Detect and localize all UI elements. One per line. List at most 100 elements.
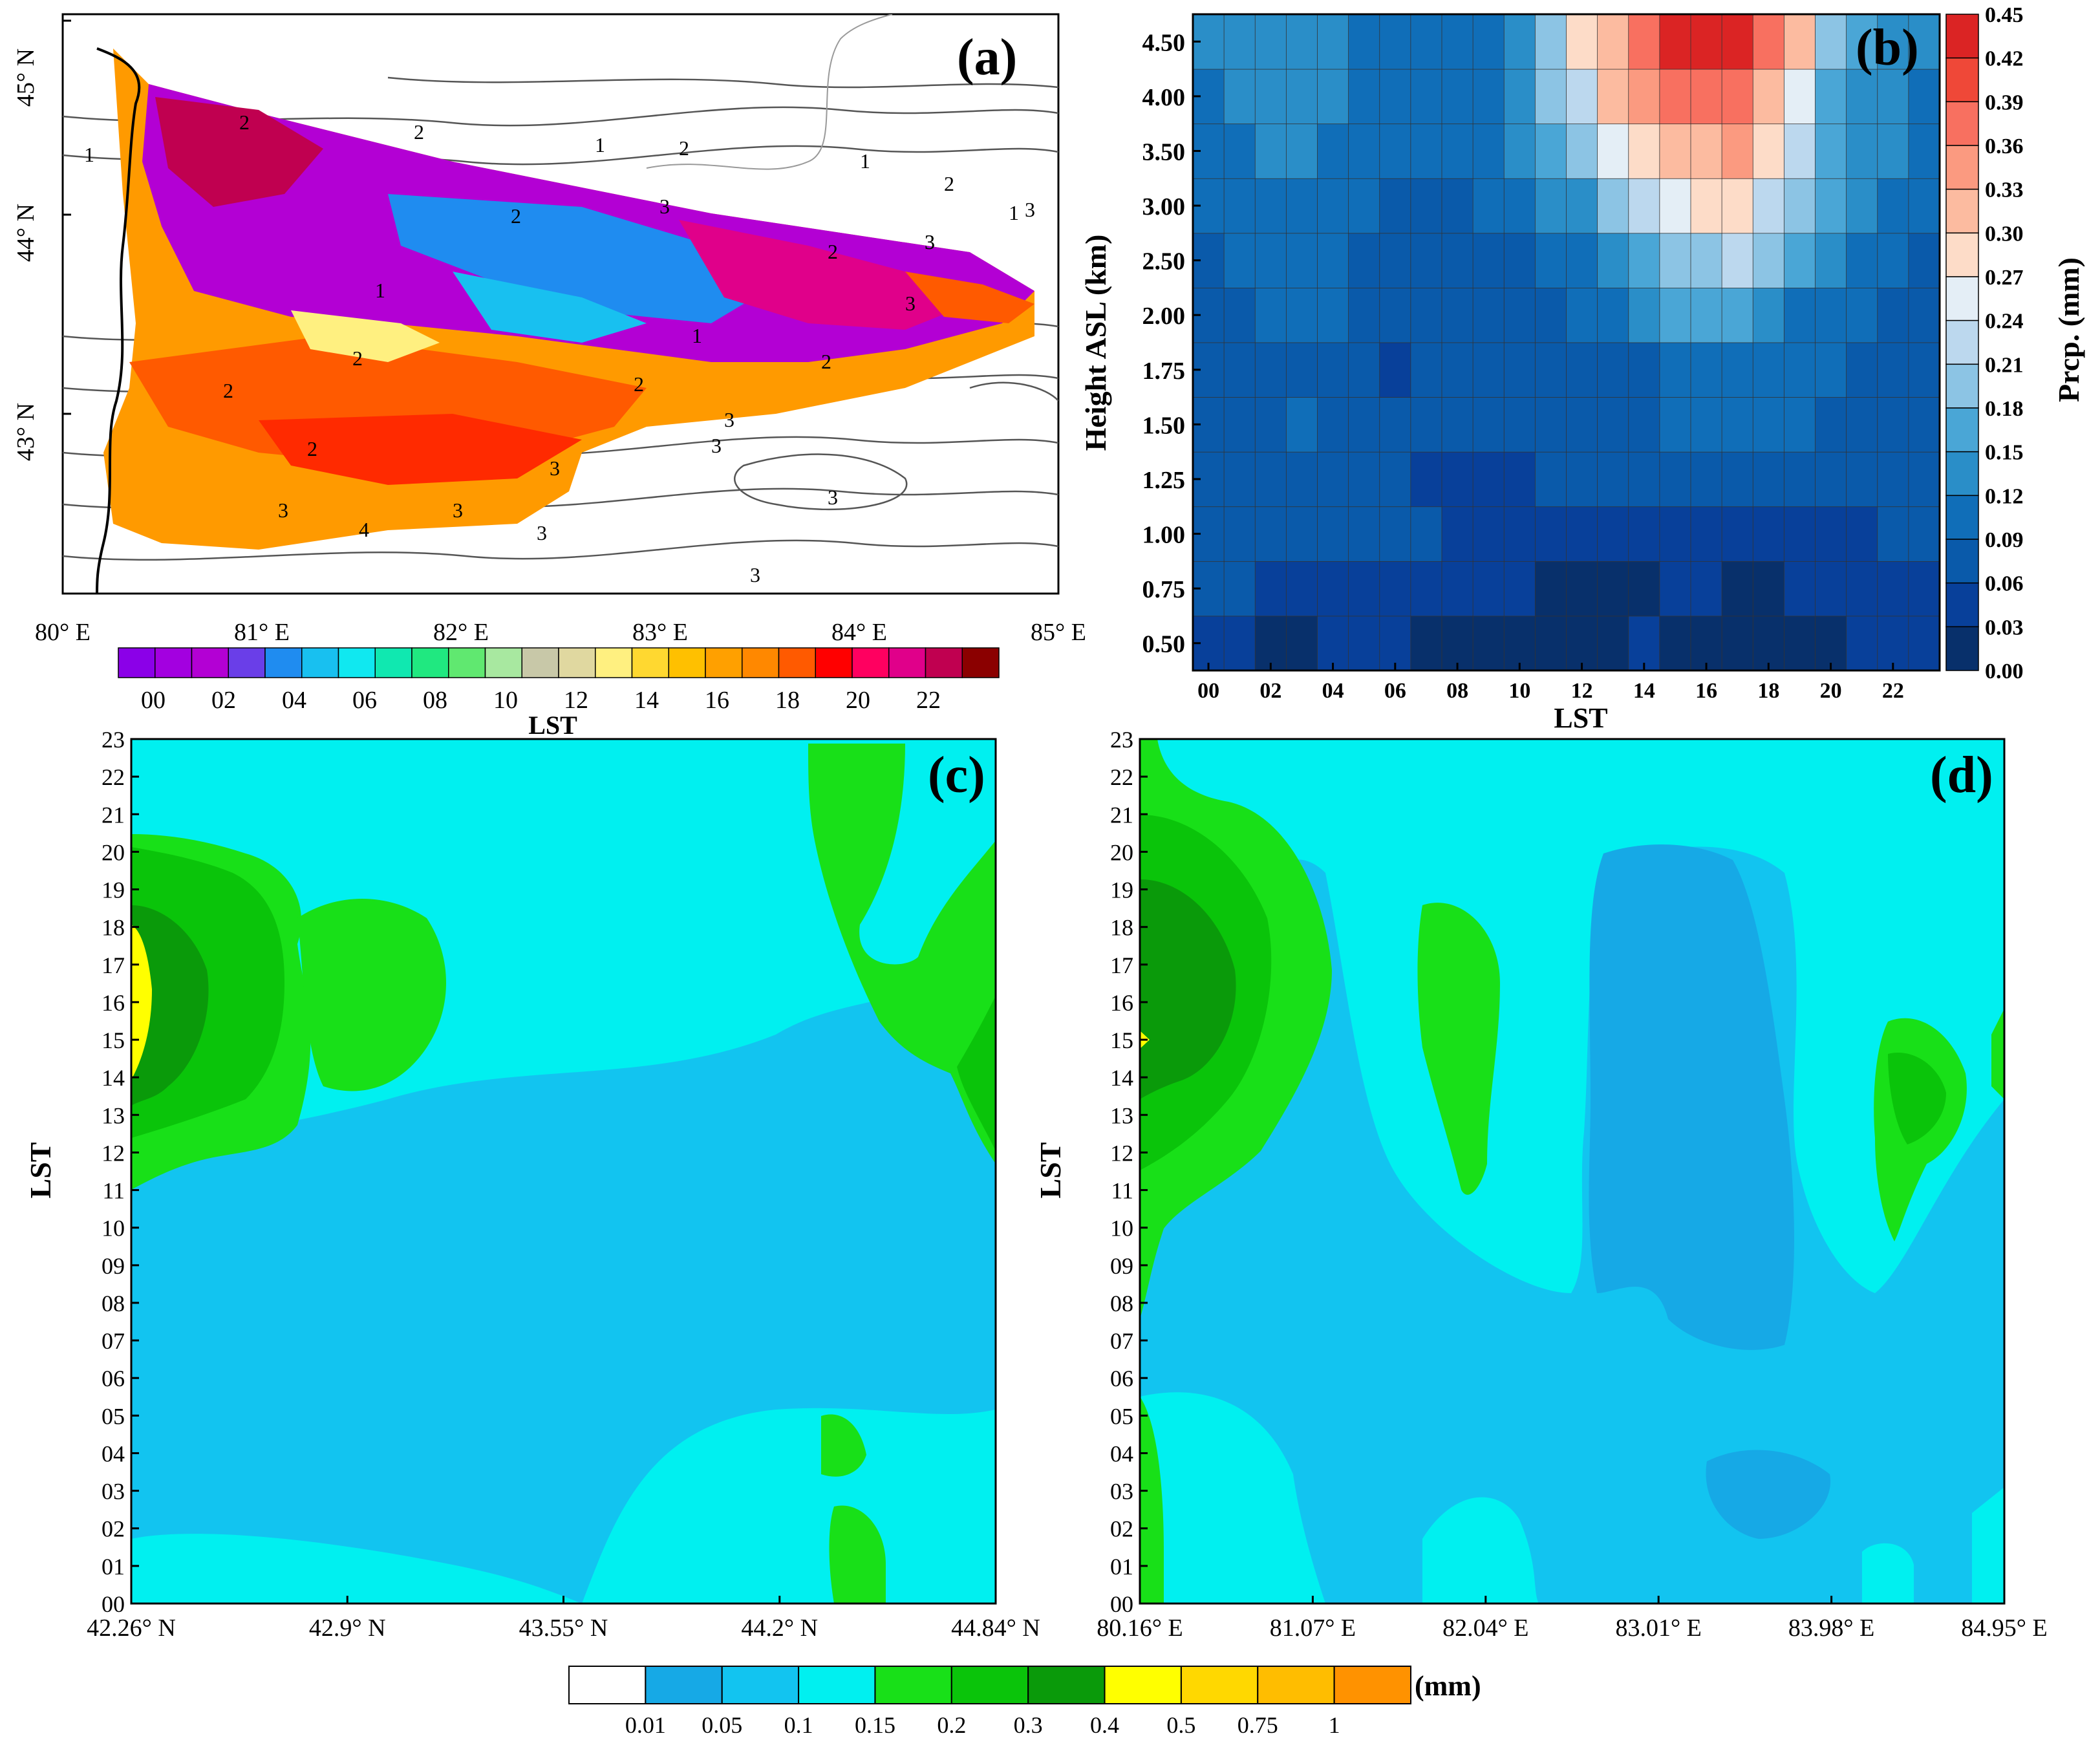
- b-cbar-tick: 0.30: [1985, 222, 2024, 246]
- heatmap-cell: [1877, 69, 1909, 125]
- heatmap-cell: [1441, 287, 1474, 343]
- panel-a: 1 2 2 1 2 2 3 3 2 1 2 2 2 1 3 3 3 2 2 3 …: [12, 13, 1086, 740]
- heatmap-cell: [1503, 342, 1536, 398]
- heatmap-cell: [1534, 178, 1567, 234]
- bottom-cbar-tick: 0.3: [1014, 1712, 1043, 1738]
- heatmap-cell: [1348, 14, 1380, 70]
- b-cbar-cell: [1945, 363, 1979, 409]
- x-tick: 44.2° N: [741, 1615, 818, 1642]
- peak-time-field: [103, 48, 1034, 550]
- panel-d-label: (d): [1930, 747, 1993, 804]
- lst-tick: 09: [1110, 1253, 1133, 1279]
- heatmap-cell: [1254, 451, 1287, 508]
- bottom-cbar-cell: [645, 1666, 723, 1704]
- b-x-tick: 14: [1633, 679, 1655, 703]
- heatmap-cell: [1690, 396, 1723, 453]
- heatmap-cell: [1441, 561, 1474, 617]
- heatmap-cell: [1597, 14, 1629, 70]
- heatmap-cell: [1908, 287, 1940, 343]
- lst-tick: 14: [1110, 1065, 1133, 1091]
- cbar-a-tick: 22: [916, 687, 941, 714]
- b-cbar-cell: [1945, 145, 1979, 190]
- b-x-tick: 02: [1259, 679, 1281, 703]
- heatmap-cell: [1566, 287, 1598, 343]
- b-cbar-cell: [1945, 276, 1979, 321]
- heatmap-cell: [1379, 616, 1411, 671]
- heatmap-cell: [1690, 178, 1723, 234]
- panel-c-label: (c): [928, 747, 985, 804]
- contour-label: 3: [537, 521, 547, 544]
- lon-tick: 80° E: [35, 619, 91, 646]
- lst-tick: 16: [1110, 990, 1133, 1016]
- heatmap-cell: [1379, 287, 1411, 343]
- heatmap-cell: [1846, 232, 1878, 288]
- b-cbar-cell: [1945, 232, 1979, 277]
- heatmap-cell: [1379, 561, 1411, 617]
- b-x-tick: 12: [1571, 679, 1593, 703]
- heatmap-cell: [1690, 69, 1723, 125]
- heatmap-cell: [1721, 232, 1754, 288]
- cbar-a-cell: [815, 647, 853, 678]
- heatmap-cell: [1317, 178, 1349, 234]
- b-x-tick: 08: [1446, 679, 1468, 703]
- bottom-cbar-cell: [1333, 1666, 1412, 1704]
- b-cbar-cell: [1945, 539, 1979, 584]
- cbar-a-tick: 20: [846, 687, 870, 714]
- lst-tick: 20: [102, 839, 125, 865]
- cbar-a-tick: 12: [564, 687, 588, 714]
- heatmap-cell: [1721, 69, 1754, 125]
- lst-tick: 12: [102, 1140, 125, 1166]
- panel-d-frame: [1139, 738, 2006, 1605]
- b-cbar-tick: 0.39: [1985, 91, 2024, 114]
- x-tick: 80.16° E: [1097, 1615, 1183, 1642]
- heatmap-cell: [1348, 451, 1380, 508]
- heatmap-cell: [1285, 561, 1318, 617]
- heatmap-cell: [1908, 232, 1940, 288]
- contour-label: 2: [239, 111, 250, 134]
- heatmap-cell: [1566, 178, 1598, 234]
- heatmap-cell: [1223, 69, 1256, 125]
- contour-label: 1: [375, 279, 385, 302]
- heatmap-cell: [1317, 123, 1349, 179]
- heatmap-cell: [1752, 178, 1785, 234]
- b-cbar-cell: [1945, 407, 1979, 453]
- heatmap-cell: [1721, 616, 1754, 671]
- heatmap-cell: [1846, 506, 1878, 562]
- heatmap-cell: [1503, 287, 1536, 343]
- lst-tick: 17: [1110, 952, 1133, 978]
- heatmap-cell: [1628, 342, 1660, 398]
- b-y-tick: 4.00: [1142, 84, 1186, 111]
- lst-tick: 10: [1110, 1216, 1133, 1241]
- lst-tick: 19: [1110, 877, 1133, 903]
- x-tick: 81.07° E: [1270, 1615, 1356, 1642]
- heatmap-cell: [1254, 616, 1287, 671]
- heatmap-cell: [1846, 287, 1878, 343]
- heatmap-cell: [1721, 14, 1754, 70]
- cbar-a-cell: [888, 647, 927, 678]
- cbar-a-tick: 16: [705, 687, 729, 714]
- b-x-tick: 04: [1322, 679, 1344, 703]
- heatmap-cell: [1223, 14, 1256, 70]
- heatmap-cell: [1254, 178, 1287, 234]
- heatmap-cell: [1877, 342, 1909, 398]
- heatmap-cell: [1628, 616, 1660, 671]
- heatmap-cell: [1503, 616, 1536, 671]
- bottom-cbar-tick: 0.05: [702, 1712, 742, 1738]
- bottom-cbar-cell: [1180, 1666, 1259, 1704]
- b-cbar-tick: 0.24: [1985, 310, 2024, 334]
- heatmap-cell: [1379, 232, 1411, 288]
- heatmap-cell: [1628, 178, 1660, 234]
- heatmap-cell: [1752, 451, 1785, 508]
- bottom-cbar-tick: 0.2: [937, 1712, 966, 1738]
- heatmap-cell: [1254, 342, 1287, 398]
- b-cbar-tick: 0.18: [1985, 397, 2024, 421]
- heatmap-cell: [1566, 451, 1598, 508]
- heatmap-cell: [1846, 342, 1878, 398]
- cbar-a-tick: 02: [211, 687, 236, 714]
- heatmap-cell: [1410, 178, 1442, 234]
- heatmap-cell: [1597, 506, 1629, 562]
- heatmap-cell: [1721, 287, 1754, 343]
- heatmap-cell: [1783, 451, 1816, 508]
- heatmap-cell: [1846, 396, 1878, 453]
- heatmap-cell: [1783, 561, 1816, 617]
